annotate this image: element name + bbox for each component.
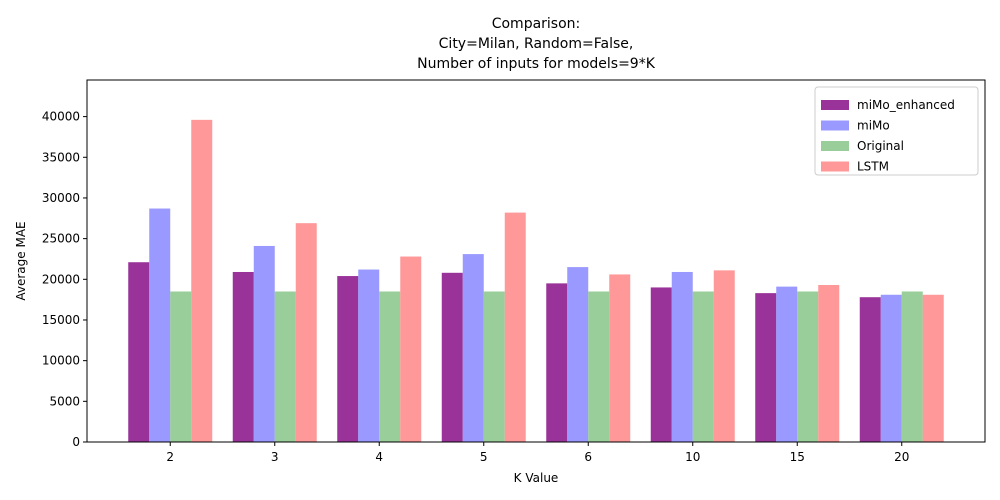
y-axis: 0 5000 10000 15000 20000 25000 30000 35000 40000: [42, 110, 87, 449]
y-tick-label: 20000: [42, 272, 80, 286]
bar-Original-5: [483, 291, 505, 442]
y-tick-label: 15000: [42, 313, 80, 327]
bar-LSTM-10: [713, 270, 735, 442]
x-axis: 2 3 4 5 6 10 15 20: [166, 442, 909, 464]
legend: miMo_enhanced miMo Original LSTM: [814, 86, 979, 176]
bar-miMo-2: [149, 208, 171, 442]
bar-miMo-3: [253, 245, 275, 442]
bar-Original-10: [692, 291, 714, 442]
y-tick-label: 30000: [42, 191, 80, 205]
bar-Original-4: [379, 291, 401, 442]
legend-label-Original: Original: [857, 139, 904, 153]
y-tick-label: 0: [72, 435, 80, 449]
y-axis-label: Average MAE: [14, 221, 28, 300]
bar-LSTM-5: [504, 212, 526, 442]
bar-miMo-5: [462, 254, 484, 442]
bar-miMo_enhanced-2: [128, 262, 150, 442]
legend-label-miMo_enhanced: miMo_enhanced: [857, 98, 955, 112]
chart-title-line-2: City=Milan, Random=False,: [439, 36, 634, 52]
x-tick-label: 20: [894, 450, 909, 464]
plot-frame: [86, 79, 986, 443]
y-tick-label: 35000: [42, 150, 80, 164]
x-tick-label: 2: [166, 450, 174, 464]
y-tick-label: 40000: [42, 110, 80, 124]
bar-miMo_enhanced-5: [441, 272, 463, 442]
bar-miMo_enhanced-4: [337, 276, 359, 442]
bar-LSTM-6: [609, 274, 631, 442]
bar-Original-2: [170, 291, 192, 442]
chart-title-line-3: Number of inputs for models=9*K: [417, 56, 656, 72]
x-tick-label: 4: [375, 450, 383, 464]
x-tick-label: 6: [584, 450, 592, 464]
x-tick-label: 5: [480, 450, 488, 464]
legend-label-miMo: miMo: [857, 119, 890, 133]
legend-swatch-miMo: [821, 120, 849, 131]
legend-box: [814, 86, 979, 176]
bar-Original-20: [901, 291, 923, 442]
bar-miMo-20: [880, 294, 902, 442]
y-tick-label: 5000: [49, 394, 80, 408]
bar-Original-6: [588, 291, 610, 442]
legend-swatch-miMo_enhanced: [821, 100, 849, 110]
bar-miMo_enhanced-6: [546, 283, 568, 442]
bar-LSTM-4: [400, 256, 422, 442]
legend-swatch-Original: [821, 141, 849, 151]
bar-miMo-15: [776, 286, 798, 442]
bar-miMo-4: [358, 269, 380, 442]
bar-miMo_enhanced-20: [859, 297, 881, 442]
bar-Original-3: [274, 291, 296, 442]
y-tick-label: 25000: [42, 232, 80, 246]
bar-miMo_enhanced-15: [755, 293, 777, 442]
bar-miMo-10: [671, 271, 693, 442]
bar-miMo_enhanced-3: [232, 271, 254, 442]
y-tick-label: 10000: [42, 354, 80, 368]
legend-label-LSTM: LSTM: [857, 160, 889, 174]
bar-LSTM-15: [818, 284, 840, 442]
bar-group: [128, 119, 944, 443]
chart-title-line-1: Comparison:: [492, 16, 581, 32]
chart-title: Comparison: City=Milan, Random=False, Nu…: [417, 16, 656, 72]
bar-LSTM-20: [922, 294, 944, 442]
bar-miMo_enhanced-10: [650, 287, 672, 442]
bar-miMo-6: [567, 267, 589, 442]
bar-LSTM-3: [295, 223, 317, 442]
bar-Original-15: [797, 291, 819, 442]
legend-swatch-LSTM: [821, 161, 849, 172]
x-tick-label: 15: [790, 450, 805, 464]
x-tick-label: 10: [685, 450, 700, 464]
x-axis-label: K Value: [514, 471, 559, 485]
bar-LSTM-2: [191, 119, 213, 443]
x-tick-label: 3: [271, 450, 279, 464]
